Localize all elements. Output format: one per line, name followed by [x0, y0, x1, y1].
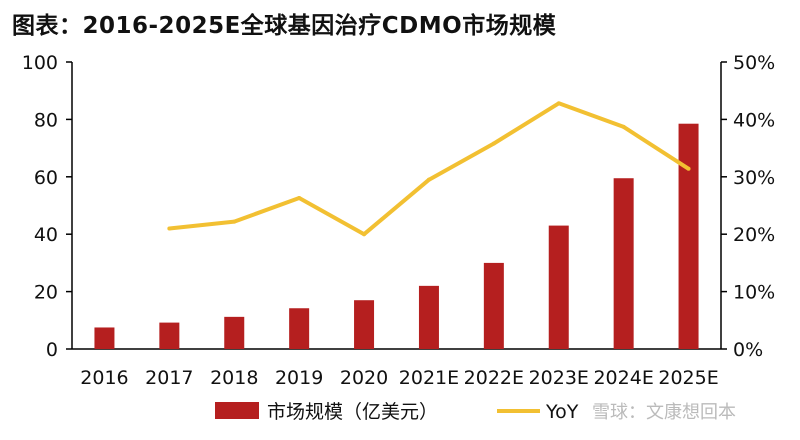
x-tick-label: 2020 — [340, 367, 388, 389]
x-tick-label: 2025E — [658, 367, 718, 389]
left-tick-label: 100 — [22, 52, 58, 74]
yoy-point — [491, 141, 496, 146]
legend-bar-label: 市场规模（亿美元） — [267, 401, 438, 423]
left-tick-label: 60 — [34, 167, 58, 189]
left-tick-label: 80 — [34, 109, 58, 131]
yoy-point — [686, 166, 691, 171]
x-tick-label: 2018 — [210, 367, 258, 389]
watermark: 雪球：文康想回本 — [592, 402, 736, 423]
x-tick-label: 2021E — [399, 367, 459, 389]
x-tick-label: 2023E — [529, 367, 589, 389]
yoy-point — [362, 232, 367, 237]
x-tick-label: 2019 — [275, 367, 323, 389]
bar — [94, 327, 115, 349]
right-tick-label: 10% — [733, 282, 775, 304]
left-tick-label: 20 — [34, 282, 58, 304]
x-tick-label: 2022E — [464, 367, 524, 389]
legend-bar-swatch — [215, 402, 259, 419]
right-tick-label: 20% — [733, 224, 775, 246]
x-tick-label: 2016 — [80, 367, 128, 389]
left-tick-label: 40 — [34, 224, 58, 246]
bar — [613, 178, 634, 349]
x-tick-label: 2024E — [593, 367, 653, 389]
bar — [289, 308, 310, 349]
yoy-point — [621, 124, 626, 129]
yoy-point — [167, 226, 172, 231]
yoy-point — [232, 219, 237, 224]
legend-line-label: YoY — [545, 401, 579, 423]
legend: 市场规模（亿美元） YoY — [215, 401, 579, 423]
right-tick-label: 50% — [733, 52, 775, 74]
bar — [354, 300, 375, 349]
right-tick-label: 0% — [733, 339, 763, 361]
bar — [483, 262, 504, 349]
yoy-point — [556, 101, 561, 106]
yoy-point — [297, 196, 302, 201]
x-tick-label: 2017 — [145, 367, 193, 389]
yoy-line — [169, 101, 690, 237]
chart-title: 图表：2016-2025E全球基因治疗CDMO市场规模 — [12, 13, 557, 39]
right-tick-label: 40% — [733, 109, 775, 131]
bar — [224, 316, 245, 349]
left-tick-label: 0 — [46, 339, 58, 361]
right-tick-label: 30% — [733, 167, 775, 189]
bar — [418, 285, 439, 349]
yoy-point — [426, 177, 431, 182]
bar — [548, 225, 569, 349]
bar — [159, 322, 180, 349]
bar — [678, 123, 699, 349]
